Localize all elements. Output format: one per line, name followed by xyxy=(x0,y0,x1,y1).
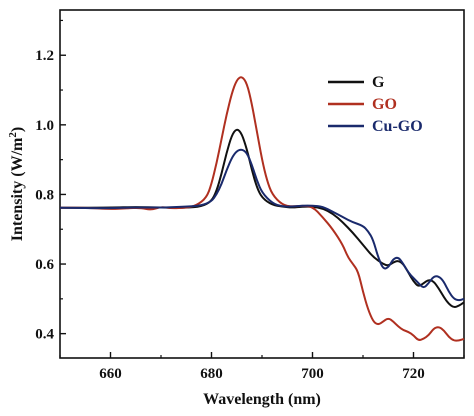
y-tick-label: 0.4 xyxy=(35,327,54,343)
y-tick-label: 0.8 xyxy=(35,187,54,203)
axis-ticks: 660 680 700 720 0.4 0.6 0.8 1.0 1.2 xyxy=(35,19,465,382)
x-axis-title: Wavelength (nm) xyxy=(203,391,321,408)
series-line-cu-go xyxy=(59,148,465,302)
legend-label: GO xyxy=(372,96,397,113)
y-axis-title: Intensity (W/m2) xyxy=(7,127,26,241)
plot-frame xyxy=(59,9,465,359)
legend-label: G xyxy=(372,74,385,91)
y-tick-label: 1.2 xyxy=(35,48,54,64)
y-tick-label: 1.0 xyxy=(35,118,54,134)
series-line-go xyxy=(59,76,465,342)
x-tick-label: 680 xyxy=(200,366,223,382)
series-layer xyxy=(59,76,465,342)
x-tick-label: 660 xyxy=(99,366,122,382)
y-tick-label: 0.6 xyxy=(35,257,54,273)
x-tick-label: 720 xyxy=(402,366,425,382)
x-tick-label: 700 xyxy=(301,366,324,382)
legend-label: Cu-GO xyxy=(372,118,423,135)
series-line-g xyxy=(59,128,465,308)
legend: G GO Cu-GO xyxy=(328,74,423,135)
